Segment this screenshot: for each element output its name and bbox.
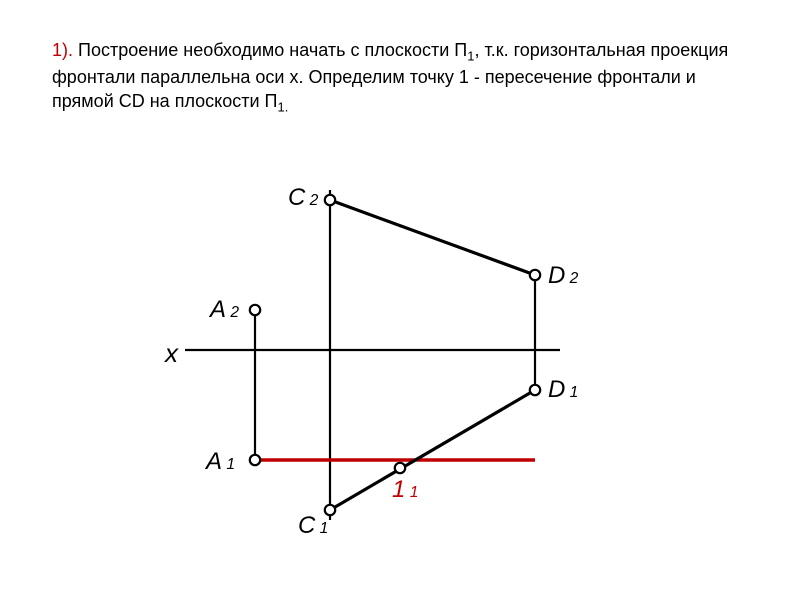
sub-2: 1.	[277, 100, 288, 115]
point-label: 1 1	[392, 476, 418, 504]
text-part-1: Построение необходимо начать с плоскости…	[78, 40, 467, 60]
point-label: A 2	[210, 296, 239, 324]
point-label: D 1	[548, 376, 578, 404]
instruction-text: 1). Построение необходимо начать с плоск…	[52, 38, 752, 116]
point-label: D 2	[548, 262, 578, 290]
step-number: 1).	[52, 40, 78, 60]
point-label: C 2	[288, 184, 318, 212]
geometry-diagram: x A 2 A 1 C 2 C 1 D 2 D 1 1 1	[140, 170, 660, 570]
point-label: x	[165, 338, 178, 369]
point-label: C 1	[298, 512, 328, 540]
diagram-svg	[140, 170, 660, 570]
point-label: A 1	[206, 448, 235, 476]
